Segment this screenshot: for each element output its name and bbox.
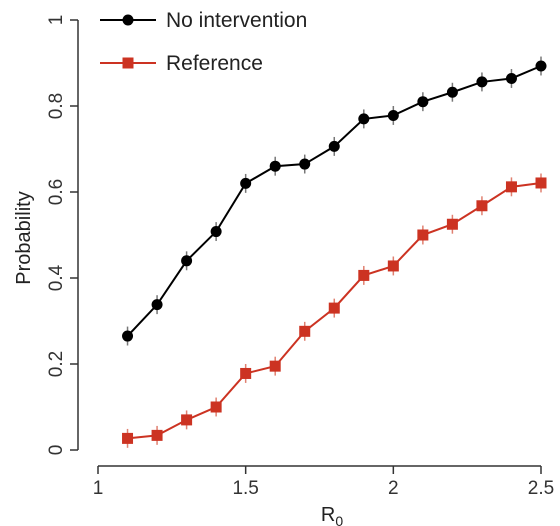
data-point	[358, 113, 370, 125]
data-point	[122, 330, 134, 342]
y-tick-label: 0	[46, 445, 67, 456]
legend-item-1: No intervention	[100, 9, 307, 32]
y-tick-label: 1	[46, 15, 67, 26]
legend-marker	[122, 14, 134, 26]
x-axis-title-main: R	[321, 504, 335, 526]
series-2	[122, 173, 547, 448]
data-point	[417, 229, 429, 241]
legend-label: No intervention	[166, 9, 307, 32]
data-point	[535, 60, 547, 72]
series-layer	[122, 56, 547, 448]
x-tick-label: 1.5	[232, 478, 258, 499]
legend: No intervention Reference	[100, 9, 307, 75]
y-axis-title: Probability	[13, 191, 35, 284]
data-point	[210, 226, 222, 238]
data-point	[269, 360, 281, 372]
data-point	[269, 160, 281, 172]
y-axis: 0 0.2 0.4 0.6 0.8 1	[46, 15, 79, 456]
data-point	[299, 158, 311, 170]
x-tick-label: 2	[388, 478, 399, 499]
data-point	[446, 218, 458, 230]
data-point	[387, 260, 399, 272]
y-tick-label: 0.2	[46, 351, 67, 377]
data-point	[151, 299, 163, 311]
data-point	[210, 401, 222, 413]
data-point	[505, 181, 517, 193]
data-point	[476, 76, 488, 88]
y-tick-label: 0.4	[46, 264, 67, 291]
data-point	[240, 177, 252, 189]
legend-marker	[122, 57, 134, 69]
x-tick-label: 1	[93, 478, 104, 499]
data-point	[358, 269, 370, 281]
x-tick-label: 2.5	[528, 478, 554, 499]
data-point	[299, 325, 311, 337]
data-point	[328, 302, 340, 314]
legend-item-2: Reference	[100, 52, 263, 75]
data-point	[328, 140, 340, 152]
data-point	[151, 429, 163, 441]
data-point	[446, 86, 458, 98]
x-axis-title-subscript: 0	[335, 513, 343, 526]
x-axis: 1 1.5 2 2.5	[93, 465, 554, 499]
y-tick-label: 0.6	[46, 179, 67, 205]
data-point	[122, 432, 134, 444]
data-point	[476, 200, 488, 212]
data-point	[535, 177, 547, 189]
data-point	[387, 109, 399, 121]
y-tick-label: 0.8	[46, 93, 67, 119]
legend-label: Reference	[166, 52, 263, 75]
data-point	[417, 96, 429, 108]
data-point	[181, 414, 193, 426]
data-point	[240, 367, 252, 379]
data-point	[505, 72, 517, 84]
x-axis-title: R0	[321, 504, 343, 526]
series-1	[122, 56, 547, 346]
data-point	[181, 255, 193, 267]
